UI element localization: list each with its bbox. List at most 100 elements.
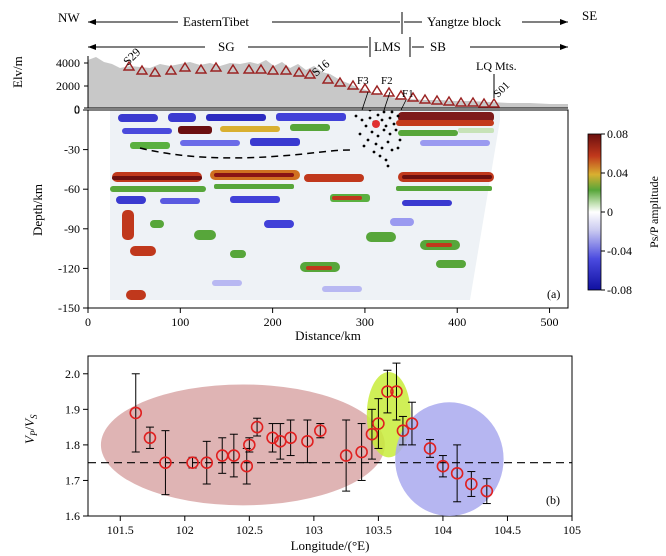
xtick-label: 100 (171, 315, 189, 329)
panel-b-label: (b) (546, 493, 560, 507)
station-markers (122, 60, 501, 108)
station-marker (466, 96, 480, 107)
heatmap-image (110, 110, 500, 300)
station-marker (346, 79, 360, 90)
vpvs-point (381, 385, 394, 398)
xtick-label: 200 (264, 315, 282, 329)
station-marker (358, 82, 372, 93)
vpvs-point (365, 427, 379, 441)
xtick-label: 0 (85, 315, 91, 329)
f3-label: F3 (357, 75, 369, 87)
s29-label: S29 (120, 45, 143, 68)
vpvs-point (390, 385, 403, 398)
vpvs-point (355, 445, 368, 459)
colorbar-tick-label: 0.08 (607, 127, 628, 141)
station-marker (292, 66, 306, 77)
lms-label: LMS (374, 39, 401, 54)
station-marker (477, 97, 491, 108)
vpvs-point (423, 442, 437, 455)
colorbar-tick-label: 0.04 (607, 166, 628, 180)
vpvs-point (396, 424, 410, 437)
elevation-tick-label: 0 (74, 102, 80, 116)
station-marker (487, 97, 501, 108)
xtick-label: 104.5 (494, 523, 521, 537)
moho-dashed-line (139, 147, 351, 159)
xtick-label: 101.5 (107, 523, 134, 537)
xtick-label: 104 (434, 523, 452, 537)
xtick-label: 102 (176, 523, 194, 537)
elevation-panel: S29 S16 F3 F2 F1 LQ Mts. S01 Elv/m 4000 … (10, 45, 568, 116)
arrowhead (88, 44, 96, 50)
vpvs-point (339, 449, 353, 462)
heatmap-band (110, 112, 494, 300)
sg-label: SG (218, 39, 235, 54)
station-marker (406, 91, 420, 102)
mainshock-marker (372, 120, 380, 128)
vpvs-panel: 101.5 102 102.5 103 103.5 104 104.5 105 1.6 1.7 1.… (22, 355, 581, 553)
heatmap-axes: 0 100 200 300 400 500 0 -30 -60 -90 -120 -150 (58, 103, 559, 329)
station-marker (418, 93, 432, 104)
se-label: SE (582, 8, 597, 23)
header: NW SE EasternTibet Yangtze block SG LMS … (58, 8, 597, 57)
xtick-label: 102.5 (236, 523, 263, 537)
seismicity-cluster (354, 110, 402, 168)
xtick-label: 400 (448, 315, 466, 329)
fault-line (361, 91, 369, 111)
ytick-label: 1.7 (65, 473, 80, 487)
elevation-tick-label: 2000 (56, 79, 80, 93)
station-marker (321, 73, 335, 84)
vpvs-point (314, 424, 327, 437)
sb-label: SB (430, 39, 446, 54)
eastern-tibet-label: EasternTibet (183, 14, 249, 29)
colorbar-tick-label: -0.04 (607, 244, 632, 258)
xtick-label: 103 (305, 523, 323, 537)
vpvs-point (465, 477, 478, 491)
f2-label: F2 (381, 75, 393, 87)
colorbar-tick-label: 0 (607, 205, 613, 219)
xtick-label: 500 (541, 315, 559, 329)
yangtze-label: Yangtze block (427, 14, 502, 29)
elevation-tick-label: 4000 (56, 56, 80, 70)
arrowhead (88, 19, 96, 25)
colorbar-gradient (587, 133, 602, 291)
vpvs-xlabel: Longitude/(°E) (291, 538, 370, 553)
vpvs-point (250, 420, 264, 434)
station-marker (394, 89, 408, 100)
vpvs-point (186, 456, 199, 469)
station-marker (266, 64, 280, 75)
xtick-label: 300 (356, 315, 374, 329)
heatmap-coverage (110, 110, 500, 300)
colorbar-tick-label: -0.08 (607, 283, 632, 297)
cluster-ellipse (100, 384, 385, 506)
ytick-label: 1.8 (65, 438, 80, 452)
station-marker (454, 96, 468, 107)
station-marker (279, 64, 293, 75)
vpvs-ylabel: VP/VS (22, 414, 39, 444)
heatmap-frame (87, 109, 569, 309)
fault-line (383, 91, 391, 111)
vpvs-point (159, 456, 172, 469)
station-marker (135, 64, 149, 75)
xtick-label: 105 (563, 523, 581, 537)
arrowhead (560, 44, 568, 50)
rf-heatmap: (a) 0 100 200 300 400 500 0 -30 -60 -90 -120 -150 D… (30, 103, 569, 343)
vpvs-point (480, 484, 494, 498)
vpvs-point (301, 435, 314, 448)
station-marker (122, 60, 136, 71)
station-marker (148, 66, 162, 77)
f1-label: F1 (402, 88, 414, 100)
station-marker (303, 68, 317, 79)
ytick-label: 1.6 (65, 509, 80, 523)
vpvs-point (200, 456, 214, 469)
station-marker (242, 63, 256, 74)
station-marker (333, 76, 347, 87)
arrowhead (560, 19, 568, 25)
heatmap-ylabel: Depth/km (30, 184, 45, 236)
vpvs-point (436, 459, 450, 473)
ytick-label: 0 (74, 103, 80, 117)
station-marker (226, 63, 240, 74)
vpvs-point (450, 467, 464, 480)
ytick-label: -60 (64, 182, 80, 196)
vpvs-point (405, 417, 419, 430)
